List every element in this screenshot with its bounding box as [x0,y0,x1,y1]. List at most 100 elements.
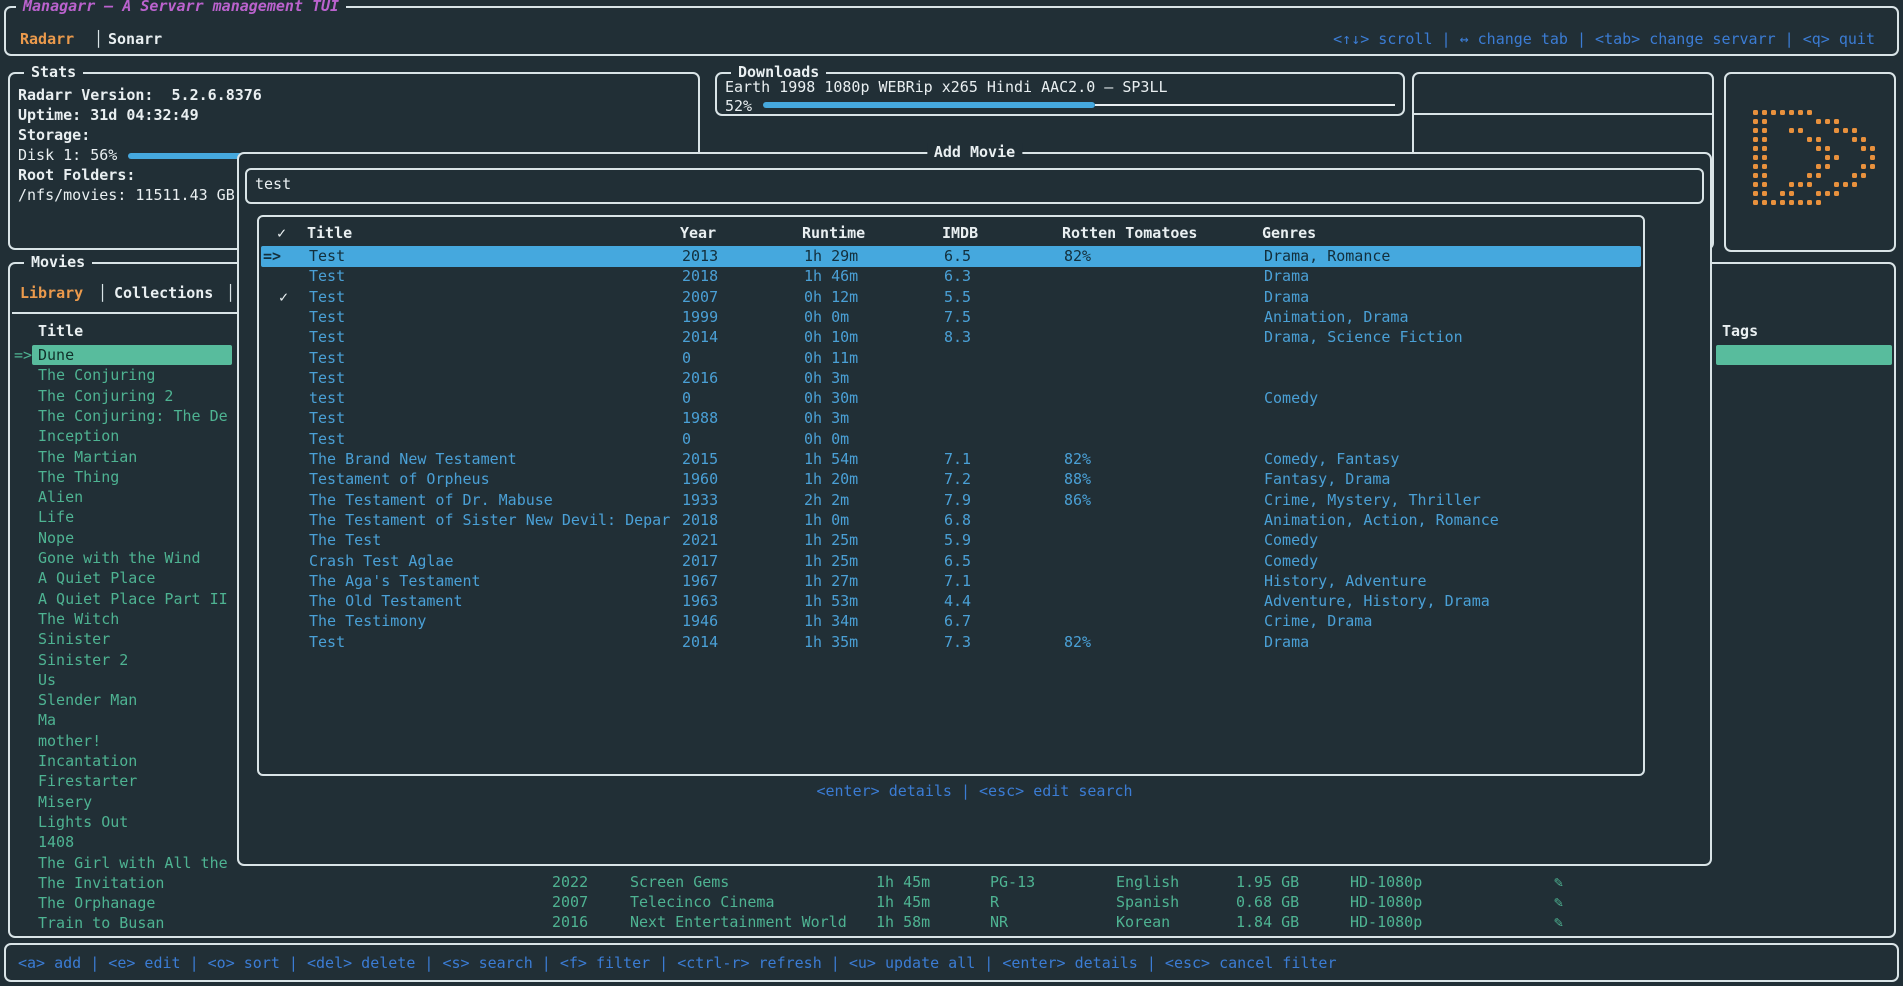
add-movie-popup: Add Movie ✓ Title Year Runtime IMDB Rott… [237,143,1712,866]
cell-year: 2014 [682,632,719,651]
search-result-row[interactable]: Test 0 0h 0m [261,429,1641,450]
tab-radarr[interactable]: Radarr [20,30,75,48]
library-movie-row[interactable]: The Invitation [10,873,240,893]
search-result-row[interactable]: The Test 2021 1h 25m 5.9 Comedy [261,530,1641,551]
cell-imdb: 6.8 [944,510,972,529]
cell-runtime: 1h 25m [804,551,859,570]
library-movie-row[interactable]: The Conjuring [10,365,240,385]
library-movie-row[interactable]: Train to Busan [10,913,240,933]
cell-genres: Comedy [1264,551,1319,570]
search-result-row[interactable]: ✓ Test 2007 0h 12m 5.5 Drama [261,287,1641,308]
movie-runtime: 1h 45m [876,893,931,912]
search-result-row[interactable]: The Testament of Dr. Mabuse 1933 2h 2m 7.9 8… [261,490,1641,511]
library-movie-row[interactable]: The Witch [10,609,240,629]
tab-sonarr[interactable]: Sonarr [108,30,163,48]
download-progress-bar [763,102,1095,108]
movie-quality: HD-1080p [1350,913,1423,932]
cell-genres: Adventure, History, Drama [1264,592,1490,611]
library-movie-row[interactable]: Sinister 2 [10,650,240,670]
search-result-row[interactable]: Test 2016 0h 3m [261,368,1641,389]
search-result-row[interactable]: Testament of Orpheus 1960 1h 20m 7.2 88% Fant… [261,469,1641,490]
library-movie-row[interactable]: The Girl with All the [10,853,240,873]
search-result-row[interactable]: The Aga's Testament 1967 1h 27m 7.1 History,… [261,571,1641,592]
library-movie-row[interactable]: The Thing [10,467,240,487]
search-result-row[interactable]: The Brand New Testament 2015 1h 54m 7.1 82% C… [261,449,1641,470]
library-movie-row[interactable]: The Orphanage [10,893,240,913]
library-movie-row[interactable]: The Conjuring: The De [10,406,240,426]
movies-panel-title: Movies [24,253,93,271]
movie-title: The Thing [38,467,120,486]
library-movie-row[interactable]: Inception [10,426,240,446]
search-result-row[interactable]: Test 0 0h 11m [261,348,1641,369]
search-result-row[interactable]: Test 2018 1h 46m 6.3 Drama [261,266,1641,287]
cell-rotten-tomatoes: 88% [1064,470,1092,489]
tab-library[interactable]: Library [20,284,84,302]
library-movie-row[interactable]: Gone with the Wind [10,548,240,568]
cell-imdb: 7.2 [944,470,972,489]
library-movie-row[interactable]: mother! [10,731,240,751]
tab-collections[interactable]: Collections [114,284,214,302]
cell-imdb: 7.9 [944,490,972,509]
cell-runtime: 0h 3m [804,409,850,428]
movie-language: Spanish [1116,893,1180,912]
movie-title: Sinister 2 [38,650,129,669]
movie-studio: Next Entertainment World [630,913,847,932]
cell-genres: History, Adventure [1264,571,1427,590]
col-header-check: ✓ [277,224,287,242]
cell-year: 2007 [682,287,719,306]
library-movie-row[interactable]: Incantation [10,751,240,771]
cell-runtime: 0h 12m [804,287,859,306]
search-result-row[interactable]: test 0 0h 30m Comedy [261,388,1641,409]
cell-title: Test [309,368,346,387]
library-movie-row[interactable]: Alien [10,487,240,507]
search-result-row[interactable]: Crash Test Aglae 2017 1h 25m 6.5 Comedy [261,551,1641,572]
library-movie-row[interactable]: Lights Out [10,812,240,832]
movie-title: Misery [38,792,93,811]
cell-genres: Comedy, Fantasy [1264,450,1400,468]
radarr-version: Radarr Version: 5.2.6.8376 [18,86,262,104]
search-result-row[interactable]: => Test 2013 1h 29m 6.5 82% Drama, Romance [261,246,1641,267]
movie-title: Sinister [38,630,111,649]
library-movie-row[interactable]: Sinister [10,629,240,649]
search-result-row[interactable]: Test 2014 0h 10m 8.3 Drama, Science Fiction [261,327,1641,348]
disk-usage-progress-bar [128,153,292,159]
library-movie-row[interactable]: Misery [10,792,240,812]
cell-title: The Old Testament [309,592,463,611]
library-movie-row[interactable]: The Conjuring 2 [10,386,240,406]
search-result-row[interactable]: Test 1988 0h 3m [261,408,1641,429]
library-movie-row[interactable]: Firestarter [10,771,240,791]
tab-separator: │ [94,30,104,48]
library-movie-row[interactable]: Life [10,507,240,527]
library-movie-row[interactable]: 1408 [10,832,240,852]
storage-label: Storage: [18,126,91,144]
library-movie-row[interactable]: Us [10,670,240,690]
library-movie-row[interactable]: => Dune [10,345,240,365]
movie-quality: HD-1080p [1350,893,1423,912]
app-title: Managarr – A Servarr management TUI [16,0,347,15]
cell-genres: Crime, Drama [1264,612,1373,631]
movie-size: 1.95 GB [1236,872,1300,891]
library-movie-row[interactable]: Nope [10,528,240,548]
search-result-row[interactable]: Test 1999 0h 0m 7.5 Animation, Drama [261,307,1641,328]
library-movie-row[interactable]: A Quiet Place [10,568,240,588]
cell-rotten-tomatoes: 82% [1064,247,1092,265]
movie-title: Inception [38,427,120,446]
library-movie-row[interactable]: A Quiet Place Part II [10,589,240,609]
selection-arrow-icon: => [14,346,33,364]
search-result-row[interactable]: The Old Testament 1963 1h 53m 4.4 Adventure,… [261,591,1641,612]
search-result-row[interactable]: The Testimony 1946 1h 34m 6.7 Crime, Drama [261,611,1641,632]
movie-title: A Quiet Place [38,569,156,588]
cell-title: Test [309,409,346,428]
cell-runtime: 1h 25m [804,531,859,550]
search-result-row[interactable]: The Testament of Sister New Devil: Depar… [261,510,1641,531]
downloads-panel: Downloads Earth 1998 1080p WEBRip x265 H… [715,63,1405,116]
edit-tag-icon: ✎ [1554,872,1564,891]
search-result-row[interactable]: Test 2014 1h 35m 7.3 82% Drama [261,632,1641,653]
library-movie-row[interactable]: Slender Man [10,690,240,710]
downloads-panel-title: Downloads [731,63,827,81]
movie-search-input[interactable] [255,175,1685,193]
col-header-year: Year [680,224,717,242]
library-movie-row[interactable]: Ma [10,710,240,730]
movie-title: Ma [38,711,57,730]
library-movie-row[interactable]: The Martian [10,447,240,467]
